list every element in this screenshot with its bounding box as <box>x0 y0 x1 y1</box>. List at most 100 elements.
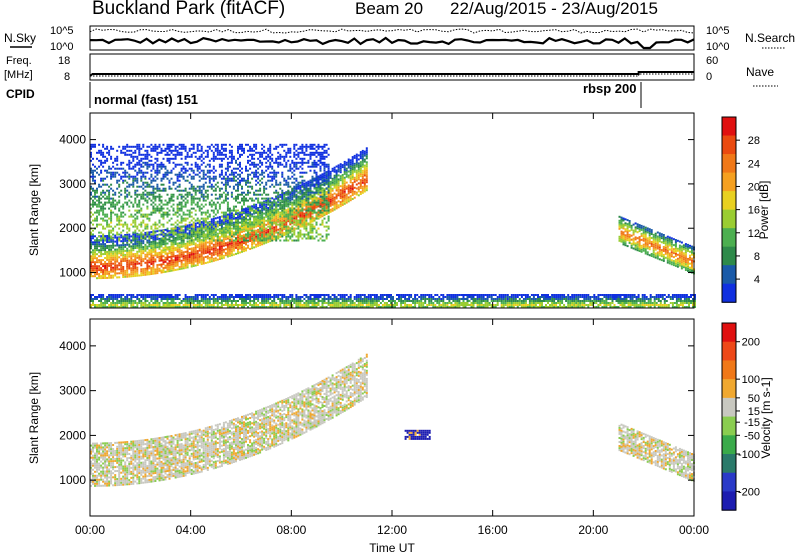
heatmap-cell <box>148 193 151 196</box>
heatmap-cell <box>349 195 352 198</box>
heatmap-cell <box>146 163 149 166</box>
heatmap-cell <box>269 227 272 230</box>
heatmap-cell <box>196 229 199 232</box>
heatmap-cell <box>224 248 227 251</box>
heatmap-cell <box>132 273 135 276</box>
heatmap-cell <box>293 181 296 184</box>
heatmap-cell <box>237 173 239 176</box>
heatmap-cell <box>216 250 219 253</box>
heatmap-cell <box>224 231 227 234</box>
heatmap-cell <box>100 231 103 234</box>
heatmap-cell <box>309 207 312 210</box>
heatmap-cell <box>146 265 149 268</box>
heatmap-cell <box>279 199 282 202</box>
heatmap-cell <box>106 189 109 192</box>
heatmap-cell <box>277 163 280 166</box>
heatmap-cell <box>353 166 356 169</box>
heatmap-cell <box>255 239 258 242</box>
heatmap-cell <box>200 169 203 172</box>
heatmap-cell <box>293 153 296 156</box>
heatmap-cell <box>186 256 189 259</box>
heatmap-cell <box>178 175 181 178</box>
heatmap-cell <box>136 157 139 160</box>
heatmap-cell <box>178 260 181 263</box>
heatmap-cell <box>269 208 272 211</box>
heatmap-cell <box>295 235 298 238</box>
heatmap-cell <box>210 258 213 261</box>
heatmap-cell <box>212 225 215 228</box>
heatmap-cell <box>118 167 121 170</box>
heatmap-cell <box>184 225 187 227</box>
heatmap-cell <box>299 225 302 228</box>
heatmap-cell <box>100 271 103 274</box>
heatmap-cell <box>92 265 94 268</box>
heatmap-cell <box>216 248 219 251</box>
heatmap-cell <box>239 247 241 250</box>
heatmap-cell <box>104 237 107 240</box>
heatmap-cell <box>359 165 362 168</box>
heatmap-cell <box>281 171 284 174</box>
heatmap-cell <box>259 237 262 240</box>
heatmap-cell <box>228 233 231 236</box>
heatmap-cell <box>198 149 201 152</box>
heatmap-cell <box>134 155 137 158</box>
heatmap-cell <box>148 165 151 168</box>
heatmap-cell <box>136 234 139 237</box>
heatmap-cell <box>239 213 241 216</box>
heatmap-cell <box>212 177 215 180</box>
heatmap-cell <box>150 247 153 250</box>
heatmap-cell <box>136 203 139 206</box>
heatmap-cell <box>198 239 201 242</box>
heatmap-cell <box>275 217 278 220</box>
heatmap-cell <box>307 182 310 185</box>
heatmap-cell <box>110 266 113 269</box>
heatmap-cell <box>281 145 284 148</box>
heatmap-cell <box>126 195 129 198</box>
heatmap-cell <box>287 202 290 205</box>
heatmap-cell <box>359 155 362 158</box>
heatmap-cell <box>172 167 175 170</box>
heatmap-cell <box>361 149 364 152</box>
heatmap-cell <box>108 246 111 249</box>
heatmap-cell <box>190 199 193 202</box>
heatmap-cell <box>279 181 282 184</box>
heatmap-cell <box>120 254 123 257</box>
heatmap-cell <box>214 217 217 220</box>
heatmap-cell <box>114 207 117 210</box>
heatmap-cell <box>104 267 107 269</box>
heatmap-cell <box>190 261 193 264</box>
heatmap-cell <box>136 161 139 164</box>
heatmap-cell <box>90 155 92 158</box>
heatmap-cell <box>226 197 229 200</box>
heatmap-cell <box>150 159 153 162</box>
heatmap-cell <box>128 265 131 268</box>
heatmap-cell <box>136 205 139 208</box>
heatmap-cell <box>204 224 207 227</box>
heatmap-cell <box>210 209 213 212</box>
heatmap-cell <box>295 183 298 186</box>
heatmap-cell <box>116 268 119 271</box>
heatmap-cell <box>319 182 322 185</box>
heatmap-cell <box>110 225 113 228</box>
heatmap-cell <box>267 228 270 231</box>
heatmap-cell <box>154 244 157 247</box>
heatmap-cell <box>265 169 268 172</box>
heatmap-cell <box>291 171 294 174</box>
heatmap-cell <box>132 269 135 272</box>
heatmap-cell <box>152 240 155 243</box>
heatmap-cell <box>142 183 145 186</box>
heatmap-cell <box>152 264 155 267</box>
heatmap-cell <box>206 257 209 260</box>
heatmap-cell <box>251 215 254 218</box>
heatmap-cell <box>108 153 111 156</box>
heatmap-cell <box>110 171 113 174</box>
heatmap-cell <box>239 225 241 228</box>
heatmap-cell <box>293 173 296 176</box>
heatmap-cell <box>335 181 338 184</box>
heatmap-cell <box>150 273 153 275</box>
heatmap-cell <box>313 209 316 212</box>
heatmap-cell <box>126 247 129 250</box>
heatmap-cell <box>283 220 286 222</box>
heatmap-cell <box>154 157 157 160</box>
heatmap-cell <box>361 189 364 192</box>
